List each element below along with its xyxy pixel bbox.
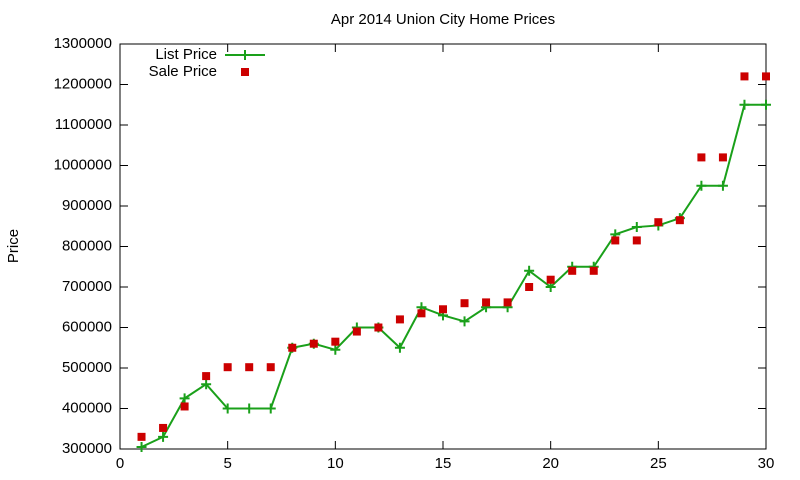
point-marker (201, 379, 212, 390)
point-marker (394, 342, 405, 353)
y-tick-label: 600000 (62, 318, 112, 335)
chart-title: Apr 2014 Union City Home Prices (331, 11, 555, 28)
point-marker (245, 363, 254, 372)
y-tick-label: 1200000 (54, 75, 112, 92)
y-tick-label: 900000 (62, 197, 112, 214)
point-marker (718, 153, 727, 162)
point-marker (179, 393, 190, 404)
y-tick-label: 1100000 (55, 116, 112, 133)
x-tick-label: 25 (650, 455, 667, 472)
point-marker (180, 402, 189, 411)
point-marker (739, 99, 750, 110)
legend-marker (241, 68, 249, 76)
point-marker (223, 363, 232, 372)
point-marker (631, 222, 642, 233)
point-marker (136, 441, 147, 452)
x-tick-label: 10 (327, 455, 344, 472)
point-marker (459, 316, 470, 327)
point-marker (265, 403, 276, 414)
point-marker (717, 180, 728, 191)
y-tick-label: 500000 (62, 359, 112, 376)
point-marker (632, 236, 641, 245)
point-marker (460, 299, 469, 308)
point-marker (374, 323, 383, 332)
point-marker (696, 180, 707, 191)
y-tick-label: 300000 (62, 440, 112, 457)
point-marker (288, 343, 297, 352)
point-marker (417, 309, 426, 318)
point-marker (158, 431, 169, 442)
x-tick-label: 0 (116, 455, 124, 472)
point-marker (524, 265, 535, 276)
point-marker (202, 372, 211, 381)
series-line (141, 103, 766, 448)
point-marker (589, 266, 598, 275)
y-tick-label: 1000000 (54, 156, 112, 173)
legend-label: List Price (155, 46, 217, 63)
point-marker (439, 305, 447, 314)
point-marker (330, 344, 341, 355)
point-marker (675, 216, 684, 225)
y-axis-label: Price (5, 229, 22, 263)
point-marker (654, 218, 663, 227)
point-marker (352, 327, 361, 336)
point-marker (503, 298, 512, 307)
point-marker (244, 403, 255, 414)
x-tick-label: 5 (223, 455, 231, 472)
point-marker (222, 403, 233, 414)
x-tick-label: 15 (435, 455, 452, 472)
point-marker (611, 236, 620, 245)
point-marker (266, 363, 275, 372)
point-marker (482, 298, 491, 307)
point-marker (137, 432, 146, 441)
point-marker (395, 315, 404, 324)
point-marker (240, 50, 250, 60)
point-marker (309, 339, 318, 348)
y-tick-label: 700000 (62, 278, 112, 295)
point-marker (697, 153, 706, 162)
legend-label: Sale Price (149, 63, 217, 80)
point-marker (546, 275, 555, 284)
point-marker (761, 99, 771, 110)
x-tick-label: 20 (542, 455, 559, 472)
point-marker (331, 337, 340, 346)
y-tick-label: 1300000 (54, 35, 112, 52)
point-marker (568, 266, 577, 275)
y-tick-label: 800000 (62, 237, 112, 254)
plot-frame (119, 43, 767, 450)
point-marker (740, 72, 749, 81)
x-tick-label: 30 (758, 455, 775, 472)
point-marker (159, 423, 168, 432)
point-marker (762, 72, 770, 81)
point-marker (525, 283, 534, 291)
y-tick-label: 400000 (62, 399, 112, 416)
